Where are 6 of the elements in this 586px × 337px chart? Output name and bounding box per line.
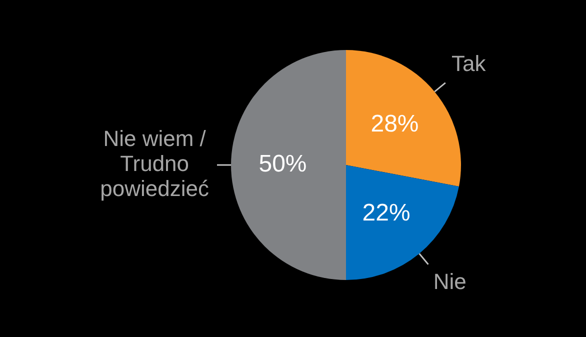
- slice-label: Nie: [433, 269, 466, 294]
- data-label: 22%: [362, 199, 410, 226]
- slice-label: Tak: [452, 51, 487, 76]
- slice-label: Nie wiem / Trudno powiedzieć: [100, 126, 209, 202]
- data-label: 28%: [370, 110, 419, 138]
- data-label: 50%: [258, 150, 307, 178]
